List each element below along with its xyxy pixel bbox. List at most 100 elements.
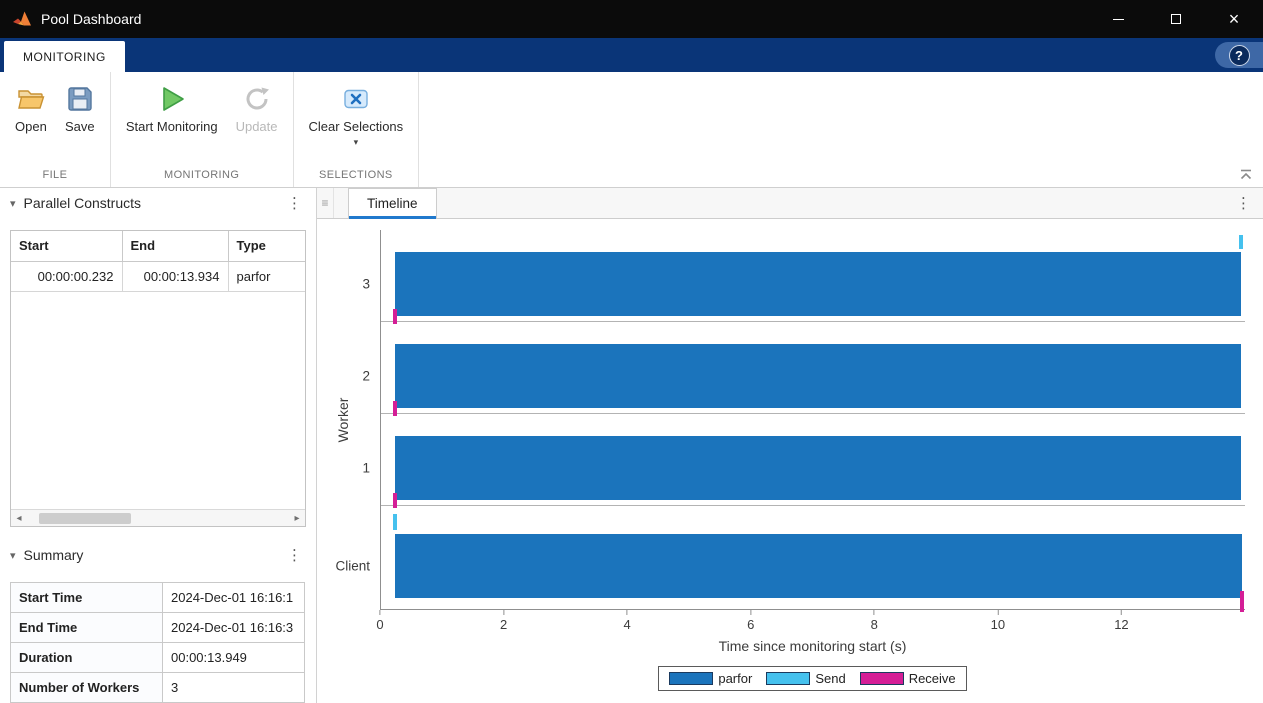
summary-label: Duration — [11, 643, 163, 673]
ribbon-section-monitoring: MONITORING — [111, 165, 293, 187]
summary-table: Start Time2024-Dec-01 16:16:1End Time202… — [10, 582, 305, 703]
y-tick-label: 1 — [362, 461, 370, 476]
ribbon-group-file: Open Save FILE — [0, 72, 111, 187]
worker-lane: 1 — [381, 414, 1245, 506]
constructs-menu-icon[interactable]: ⋮ — [283, 194, 306, 212]
y-tick-label: 3 — [362, 277, 370, 292]
timeline-bar[interactable] — [395, 436, 1241, 500]
worker-lane: Client — [381, 506, 1245, 610]
timeline-bar[interactable] — [395, 534, 1242, 598]
legend-swatch — [860, 672, 904, 685]
open-folder-icon — [16, 84, 46, 114]
update-button: Update — [227, 80, 287, 138]
column-header[interactable]: End — [122, 231, 228, 261]
save-floppy-icon — [65, 84, 95, 114]
window-controls: × — [1089, 0, 1263, 38]
column-header[interactable]: Type — [228, 231, 305, 261]
summary-value: 2024-Dec-01 16:16:1 — [163, 583, 305, 613]
x-tick: 12 — [1114, 610, 1128, 632]
timeline-bar[interactable] — [395, 344, 1241, 408]
summary-panel-header: ▾ Summary ⋮ — [0, 540, 316, 570]
close-button[interactable]: × — [1205, 0, 1263, 38]
table-cell[interactable]: parfor — [228, 261, 305, 291]
legend-item: Send — [766, 671, 845, 686]
open-button[interactable]: Open — [6, 80, 56, 138]
ribbon-group-monitoring: Start Monitoring Update MONITORING — [111, 72, 294, 187]
document-tabbar: ≡ Timeline ⋮ — [317, 188, 1263, 219]
minimize-icon — [1113, 19, 1124, 20]
clear-selections-label: Clear Selections — [309, 119, 404, 134]
titlebar: Pool Dashboard × — [0, 0, 1263, 38]
timeline-bar[interactable] — [395, 252, 1241, 316]
legend: parfor Send Receive — [658, 666, 966, 691]
update-label: Update — [236, 119, 278, 134]
scrollbar-track[interactable] — [27, 510, 289, 526]
x-tick: 6 — [747, 610, 754, 632]
summary-value: 00:00:13.949 — [163, 643, 305, 673]
legend-label: Receive — [909, 671, 956, 686]
open-label: Open — [15, 119, 47, 134]
receive-marker[interactable] — [1240, 591, 1244, 612]
constructs-panel-header: ▾ Parallel Constructs ⋮ — [0, 188, 316, 218]
summary-body: Start Time2024-Dec-01 16:16:1End Time202… — [11, 583, 305, 703]
table-cell[interactable]: 00:00:13.934 — [122, 261, 228, 291]
worker-lane: 2 — [381, 322, 1245, 414]
table-cell[interactable]: 00:00:00.232 — [11, 261, 122, 291]
ribbon-section-file: FILE — [0, 165, 110, 187]
ribbon-tabstrip: MONITORING ? — [0, 38, 1263, 72]
help-button[interactable]: ? — [1215, 42, 1263, 68]
collapse-constructs-icon[interactable]: ▾ — [10, 197, 16, 210]
x-tick: 8 — [871, 610, 878, 632]
scroll-left-icon[interactable]: ◂ — [11, 513, 27, 524]
minimize-button[interactable] — [1089, 0, 1147, 38]
legend-label: Send — [815, 671, 845, 686]
summary-value: 2024-Dec-01 16:16:3 — [163, 613, 305, 643]
collapse-ribbon-button[interactable] — [1239, 169, 1253, 181]
clear-selections-button[interactable]: Clear Selections ▾ — [300, 80, 413, 149]
send-marker[interactable] — [393, 514, 397, 530]
y-axis-label: Worker — [335, 398, 351, 443]
summary-menu-icon[interactable]: ⋮ — [283, 546, 306, 564]
panel-grip-icon[interactable]: ≡ — [317, 188, 334, 218]
collapse-summary-icon[interactable]: ▾ — [10, 549, 16, 562]
column-header[interactable]: Start — [11, 231, 122, 261]
legend-item: parfor — [669, 671, 752, 686]
y-tick-label: Client — [335, 559, 370, 574]
left-sidebar: ▾ Parallel Constructs ⋮ StartEndType 00:… — [0, 188, 317, 703]
summary-value: 3 — [163, 673, 305, 703]
ribbon-toolbar: Open Save FILE — [0, 72, 1263, 188]
legend-label: parfor — [718, 671, 752, 686]
scrollbar-thumb[interactable] — [39, 513, 131, 524]
timeline-document: ≡ Timeline ⋮ Worker 321Client 024681012 … — [317, 188, 1263, 703]
help-icon: ? — [1229, 45, 1250, 66]
table-row[interactable]: 00:00:00.23200:00:13.934parfor — [11, 261, 305, 291]
constructs-head-row: StartEndType — [11, 231, 305, 261]
tab-timeline[interactable]: Timeline — [348, 188, 437, 218]
dropdown-caret-icon: ▾ — [354, 139, 359, 145]
timeline-chart: Worker 321Client 024681012 Time since mo… — [317, 219, 1263, 703]
ribbon-group-selections: Clear Selections ▾ SELECTIONS — [294, 72, 420, 187]
save-button[interactable]: Save — [56, 80, 104, 138]
summary-label: Number of Workers — [11, 673, 163, 703]
tab-monitoring[interactable]: MONITORING — [4, 41, 125, 72]
maximize-icon — [1171, 14, 1181, 24]
close-icon: × — [1229, 10, 1240, 28]
send-marker[interactable] — [1239, 235, 1243, 249]
ribbon-section-selections: SELECTIONS — [294, 165, 419, 187]
scroll-right-icon[interactable]: ▸ — [289, 513, 305, 524]
maximize-button[interactable] — [1147, 0, 1205, 38]
constructs-body: 00:00:00.23200:00:13.934parfor — [11, 261, 305, 291]
legend-row: parfor Send Receive — [380, 666, 1245, 691]
summary-row: Duration00:00:13.949 — [11, 643, 305, 673]
x-tick: 10 — [991, 610, 1005, 632]
y-tick-label: 2 — [362, 369, 370, 384]
timeline-menu-icon[interactable]: ⋮ — [1232, 194, 1255, 212]
receive-marker[interactable] — [393, 493, 397, 508]
window-title: Pool Dashboard — [41, 11, 141, 27]
constructs-panel-title: Parallel Constructs — [24, 195, 283, 211]
horizontal-scrollbar[interactable]: ◂ ▸ — [11, 509, 305, 526]
receive-marker[interactable] — [393, 401, 397, 416]
receive-marker[interactable] — [393, 309, 397, 324]
start-monitoring-button[interactable]: Start Monitoring — [117, 80, 227, 138]
summary-row: End Time2024-Dec-01 16:16:3 — [11, 613, 305, 643]
